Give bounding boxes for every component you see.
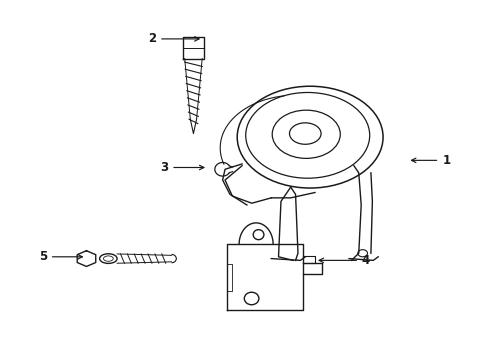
Text: 2: 2 <box>148 32 199 45</box>
Text: 3: 3 <box>160 161 203 174</box>
Text: 5: 5 <box>39 250 82 263</box>
Text: 1: 1 <box>410 154 449 167</box>
Text: 4: 4 <box>319 254 369 267</box>
